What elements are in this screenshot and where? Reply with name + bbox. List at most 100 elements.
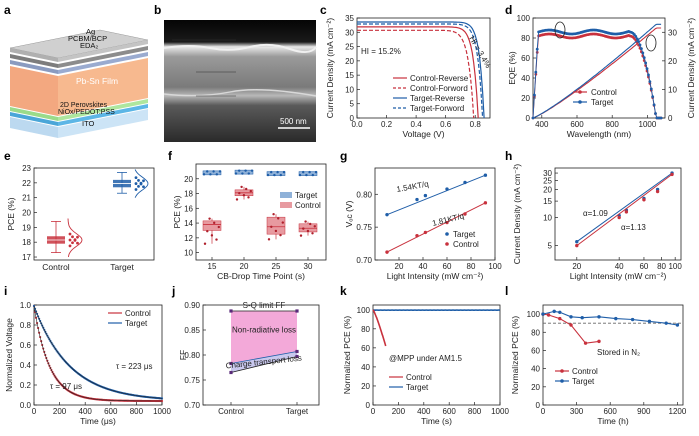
- eqe-point-target: [659, 116, 663, 120]
- fit-curve-control-i: [33, 305, 162, 402]
- layer-label-ito: ITO: [82, 119, 95, 128]
- box-point-target-f: [298, 173, 302, 177]
- y-tick-label-c: 0: [350, 114, 355, 123]
- y-tick-label-d2: 30: [668, 28, 677, 37]
- x-tick-label-i: 200: [53, 407, 67, 416]
- panel-label-e: e: [4, 149, 11, 163]
- y-tick-label-d2: 20: [668, 57, 677, 66]
- mpp-curve-control: [372, 309, 387, 347]
- x-tick-label-h: 100: [668, 262, 682, 271]
- legend-label-c: Target-Reverse: [410, 94, 465, 103]
- box-point-e: [76, 235, 79, 239]
- x-tick-label-d: 600: [570, 120, 584, 129]
- x-tick-label-f: 30: [304, 262, 313, 271]
- box-point-target-f: [250, 169, 254, 172]
- box-point-e: [76, 241, 79, 245]
- box-point-control-f: [213, 221, 216, 225]
- panel-label-a: a: [4, 3, 11, 17]
- panel-label-d: d: [505, 3, 512, 17]
- y-tick-label-k: 60: [361, 344, 370, 353]
- jv-curve-target-forword: [357, 23, 484, 119]
- x-tick-label-k: 1000: [491, 407, 509, 416]
- panel-label-f: f: [168, 149, 173, 163]
- box-point-target-f: [244, 169, 247, 172]
- x-tick-label-d: 1000: [639, 120, 657, 129]
- y-tick-label-e: 17: [22, 253, 31, 262]
- eqe-curve-target: [532, 29, 662, 119]
- box-point-control-f: [306, 229, 310, 233]
- y-tick-label-l: 60: [531, 346, 540, 355]
- chart-c-jv-curves: 0.0 0.2 0.4 0.6 0.8 0 5 10 15 20 25 30 35 Voltage (V)…: [325, 14, 493, 139]
- box-point-control-f: [217, 225, 220, 229]
- x-tick-label-c: 0.6: [440, 120, 452, 129]
- panel-label-c: c: [320, 3, 327, 17]
- panel-label-j: j: [171, 284, 175, 298]
- layer-label-ag: Ag: [86, 27, 95, 36]
- x-axis-label-d: Wavelength (nm): [567, 129, 632, 139]
- box-point-target-f: [218, 170, 222, 173]
- y-tick-label-f: 10: [184, 249, 193, 258]
- y-tick-label-h: 25: [543, 176, 552, 185]
- y-tick-label-f: 20: [184, 175, 193, 184]
- chart-g-voc-light: 20 40 60 80 100 0.70 0.75 0.80 Light Intensity (…: [344, 167, 502, 281]
- point-control-g: [445, 220, 449, 225]
- chart-d-eqe: 400 600 800 10000204060801000102030Waveleng…: [507, 14, 696, 139]
- box-point-control-f: [281, 221, 284, 224]
- panel-labels: a b c d e f g h i j k l: [4, 3, 512, 298]
- y-tick-label-j: 0.85: [184, 326, 200, 335]
- ctl-line: [230, 356, 298, 373]
- point-control-h: [670, 172, 674, 177]
- legend-label-l: Target: [572, 377, 595, 386]
- y-tick-label-f: 18: [184, 190, 193, 199]
- ff-point-j: [295, 309, 299, 313]
- y-tick-label-c: 25: [345, 43, 354, 52]
- x-tick-label-g: 20: [395, 262, 404, 271]
- box-point-e: [142, 185, 145, 189]
- eqe-curve-control: [532, 33, 662, 119]
- box-point-control-f: [249, 189, 252, 193]
- panel-label-b: b: [154, 3, 161, 17]
- y-tick-label-d: 20: [521, 94, 530, 103]
- box-point-e: [71, 241, 74, 245]
- point-control-h: [642, 198, 646, 202]
- point-target-g: [385, 212, 389, 217]
- panel-label-i: i: [4, 284, 7, 298]
- y-tick-label-k: 40: [361, 363, 370, 372]
- box-point-e: [73, 238, 77, 242]
- plot-frame-e: [33, 167, 155, 261]
- box-point-control-f: [274, 229, 278, 233]
- y-tick-label-e: 21: [22, 194, 31, 203]
- box-point-target-f: [215, 173, 218, 176]
- y-axis-label-c: Current Density (mA cm⁻²): [325, 18, 335, 119]
- legend-marker-d: [578, 100, 582, 104]
- y-axis-label-h: Current Density (mA cm⁻²): [512, 164, 522, 265]
- storage-point-control: [569, 323, 573, 327]
- annotation-slope-control: 1.81KT/q: [431, 211, 465, 228]
- jv-curve-control-reverse: [357, 26, 479, 119]
- box-target-f: [266, 171, 286, 176]
- x-tick-label-i: 0: [32, 407, 37, 416]
- storage-point-target: [541, 312, 545, 316]
- x-tick-label-f: 25: [272, 262, 281, 271]
- y-tick-label-k: 0: [366, 401, 371, 410]
- box-point-target-f: [273, 173, 276, 177]
- box-point-target-f: [308, 170, 311, 174]
- ff-point-j: [295, 349, 299, 354]
- box-point-control-f: [309, 222, 312, 226]
- sem-cross-section-image: 500 nm: [163, 20, 317, 142]
- x-tick-label-l: 1200: [669, 407, 687, 416]
- plot-frame-g: [374, 167, 496, 261]
- box-target-f: [298, 171, 318, 176]
- legend-marker-g: [445, 242, 449, 246]
- box-point-e: [139, 182, 143, 186]
- y-tick-label-c: 20: [345, 57, 354, 66]
- y-tick-label-l: 40: [531, 365, 540, 374]
- box-point-control-f: [238, 191, 241, 195]
- box-point-control-f: [210, 234, 214, 237]
- storage-point-control: [583, 341, 588, 345]
- fit-line-target: [386, 174, 486, 216]
- legend-label-f: Control: [295, 201, 321, 210]
- box-point-control-f: [302, 227, 305, 230]
- x-tick-label-h: 40: [615, 262, 624, 271]
- y-tick-label-h: 5: [548, 242, 553, 251]
